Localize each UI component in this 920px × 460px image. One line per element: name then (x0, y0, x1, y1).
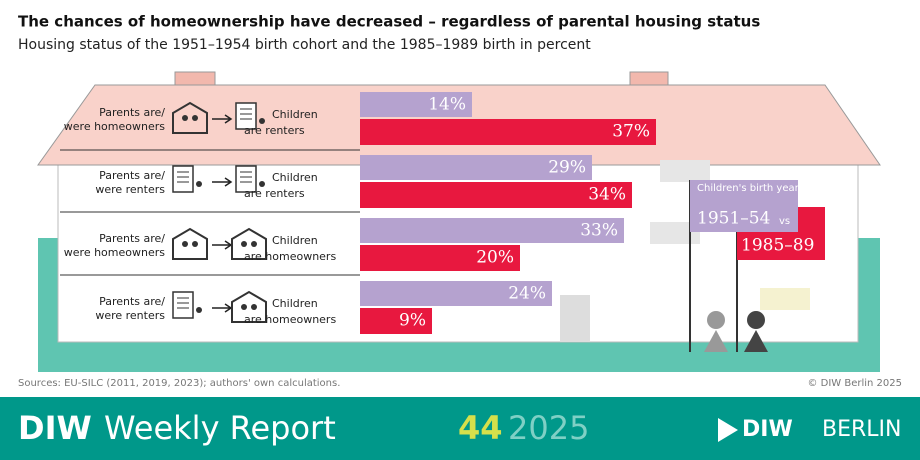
children-label: Children (272, 171, 318, 184)
children-label: are renters (244, 187, 305, 200)
footer-year: 2025 (508, 409, 589, 447)
logo-text: DIW (742, 417, 793, 442)
children-label: Children (272, 234, 318, 247)
children-label: Children (272, 297, 318, 310)
icon-shape (192, 241, 198, 247)
arrow (212, 114, 233, 124)
legend-title: Children's birth year (697, 183, 800, 194)
icon-shape (172, 101, 208, 134)
icon-shape (172, 227, 208, 260)
bar (360, 281, 552, 306)
icon-shape (192, 115, 198, 121)
legend-entry: 1951–54 (697, 209, 770, 229)
icon-shape (259, 118, 265, 124)
parents-label: Parents are/ (99, 295, 165, 308)
footer-publication: Weekly Report (104, 409, 336, 447)
value-label: 20% (476, 248, 514, 268)
rent-icon (172, 291, 202, 319)
bar (360, 155, 592, 180)
copyright: © DIW Berlin 2025 (807, 378, 902, 389)
parents-label: were homeowners (64, 246, 165, 259)
logo-mark (718, 418, 738, 442)
spacer (370, 372, 920, 373)
rent-icon (235, 165, 265, 193)
parents-label: were renters (95, 309, 165, 322)
chart-title: The chances of homeownership have decrea… (18, 13, 760, 31)
rent-icon (235, 102, 265, 130)
value-label: 9% (399, 311, 426, 331)
icon-shape (251, 304, 257, 310)
children-label: are homeowners (244, 250, 336, 263)
value-label: 14% (428, 95, 466, 115)
legend-joiner: vs (779, 216, 790, 227)
rent-icon (172, 165, 202, 193)
parents-label: Parents are/ (99, 232, 165, 245)
icon-shape (241, 304, 247, 310)
children-label: Children (272, 108, 318, 121)
icon-shape (172, 165, 194, 193)
house-icon (231, 290, 267, 323)
bar (360, 308, 432, 334)
parents-label: Parents are/ (99, 169, 165, 182)
icon-shape (241, 241, 247, 247)
value-label: 34% (588, 185, 626, 205)
icon-shape (231, 227, 267, 260)
parents-label: Parents are/ (99, 106, 165, 119)
icon-shape (251, 241, 257, 247)
icon-shape (182, 115, 188, 121)
chart-subtitle: Housing status of the 1951–1954 birth co… (18, 37, 591, 53)
children-label: are renters (244, 124, 305, 137)
bar (360, 119, 656, 145)
legend-swatch (798, 207, 825, 232)
icon-shape (196, 181, 202, 187)
legend-swatch (690, 180, 798, 232)
house-icon (231, 227, 267, 260)
parents-label: were renters (95, 183, 165, 196)
parents-label: were homeowners (64, 120, 165, 133)
children-label: are homeowners (244, 313, 336, 326)
bar (360, 245, 520, 271)
bar (360, 182, 632, 208)
house-icon (172, 101, 208, 134)
logo-text: BERLIN (822, 417, 901, 442)
icon-shape (231, 290, 267, 323)
icon-shape (182, 241, 188, 247)
bar (360, 218, 624, 243)
footer-issue: 44 (458, 409, 503, 447)
value-label: 33% (580, 221, 618, 241)
icon-shape (196, 307, 202, 313)
value-label: 24% (508, 284, 546, 304)
value-label: 29% (548, 158, 586, 178)
footer-brand: DIW (18, 409, 92, 447)
source: Sources: EU-SILC (2011, 2019, 2023); aut… (18, 378, 340, 389)
icon-shape (259, 181, 265, 187)
value-label: 37% (612, 122, 650, 142)
bar (360, 92, 472, 117)
house-icon (172, 227, 208, 260)
footer-band (0, 397, 920, 460)
legend-swatch (737, 232, 825, 260)
legend-entry: 1985–89 (741, 236, 814, 256)
icon-shape (172, 291, 194, 319)
arrow (212, 177, 233, 187)
